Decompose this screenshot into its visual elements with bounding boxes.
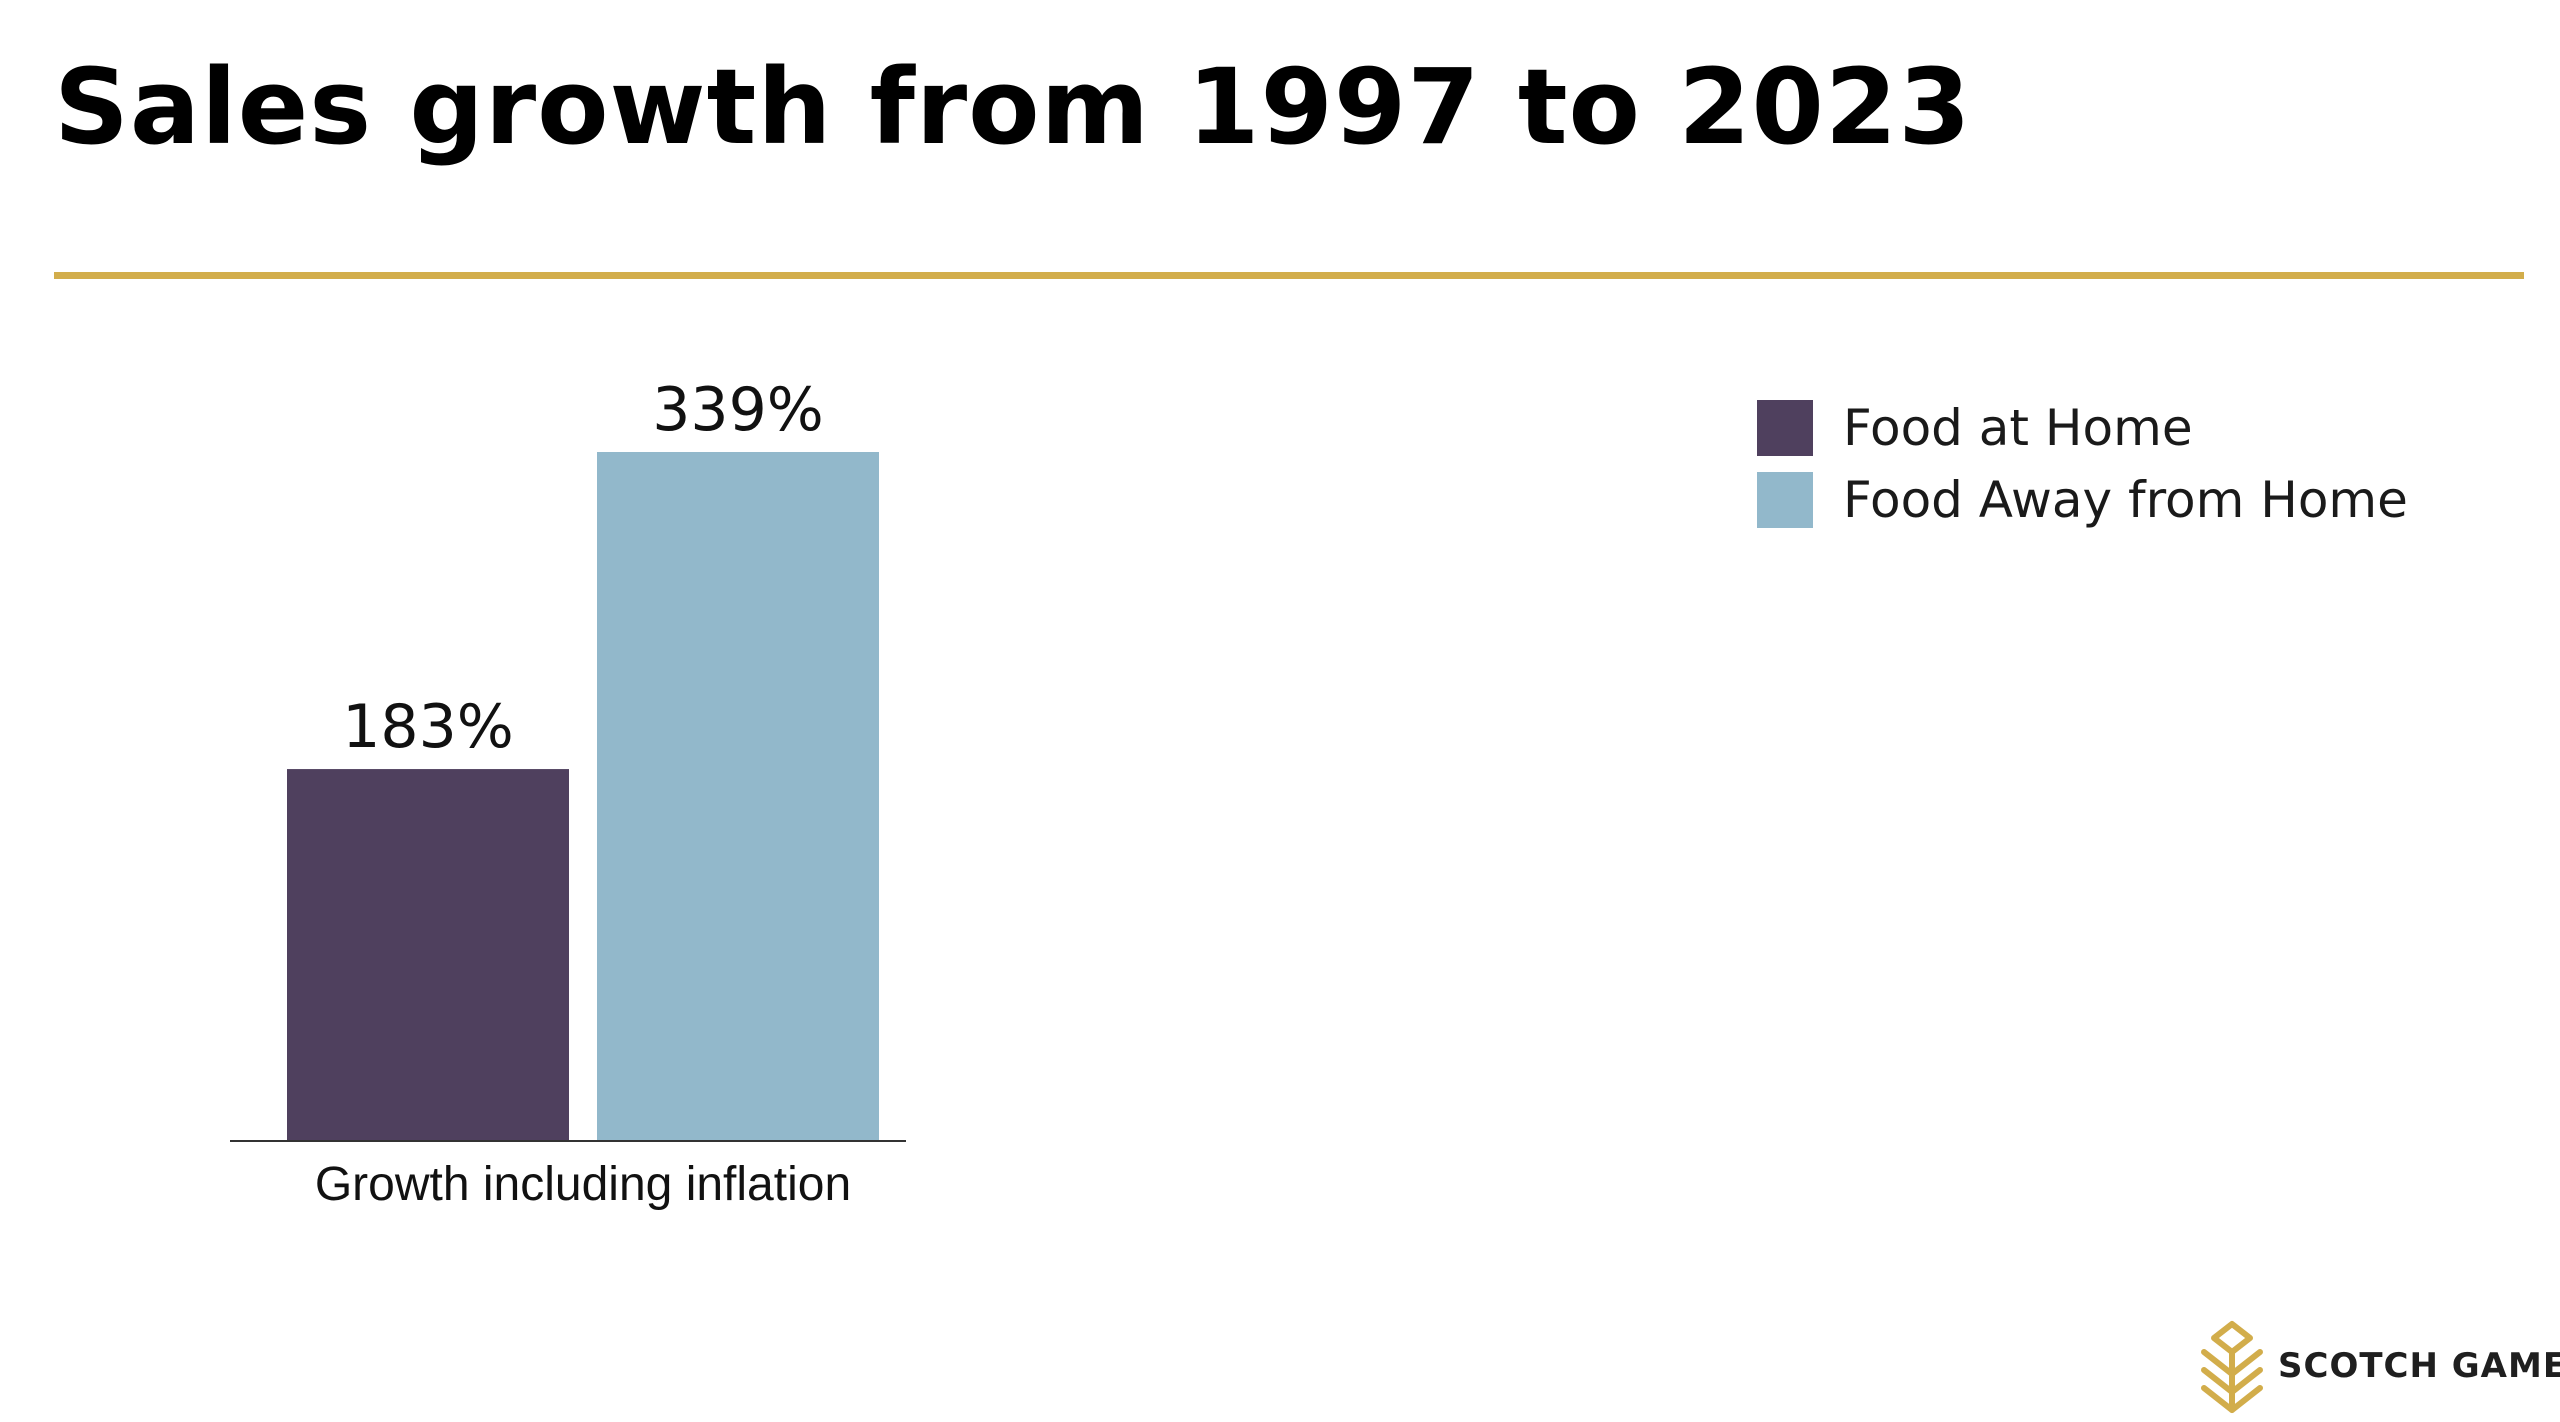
legend-label-food-away-from-home: Food Away from Home bbox=[1843, 471, 2408, 529]
legend-swatch-food-away-from-home bbox=[1757, 472, 1813, 528]
page-title: Sales growth from 1997 to 2023 bbox=[54, 46, 1972, 168]
legend-item-food-away-from-home: Food Away from Home bbox=[1757, 471, 2408, 529]
bar-chart: 183% 339% Growth including inflation bbox=[230, 375, 906, 1211]
chart-legend: Food at Home Food Away from Home bbox=[1757, 399, 2408, 544]
wheat-logo-icon bbox=[2201, 1321, 2263, 1413]
data-label-food-away-from-home: 339% bbox=[652, 375, 824, 445]
data-label-food-at-home: 183% bbox=[342, 692, 514, 762]
bar-food-away-from-home bbox=[597, 452, 879, 1141]
legend-label-food-at-home: Food at Home bbox=[1843, 399, 2193, 457]
legend-item-food-at-home: Food at Home bbox=[1757, 399, 2408, 457]
brand-logo: SCOTCH GAME bbox=[2196, 1318, 2560, 1414]
brand-name: SCOTCH GAME bbox=[2278, 1346, 2560, 1386]
x-tick-label: Growth including inflation bbox=[315, 1158, 851, 1211]
title-divider bbox=[54, 272, 2524, 279]
bar-food-at-home bbox=[287, 769, 569, 1141]
legend-swatch-food-at-home bbox=[1757, 400, 1813, 456]
